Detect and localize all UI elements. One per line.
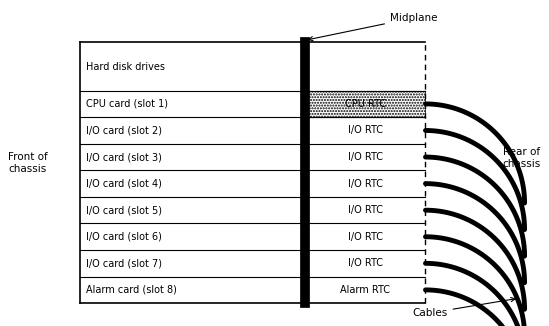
Text: I/O card (slot 7): I/O card (slot 7) — [86, 258, 161, 268]
Text: I/O card (slot 5): I/O card (slot 5) — [86, 205, 161, 215]
Text: I/O RTC: I/O RTC — [348, 152, 383, 162]
Text: I/O card (slot 3): I/O card (slot 3) — [86, 152, 161, 162]
Text: I/O RTC: I/O RTC — [348, 232, 383, 242]
Text: I/O card (slot 6): I/O card (slot 6) — [86, 232, 161, 242]
Text: Front of
chassis: Front of chassis — [8, 152, 48, 173]
Text: I/O RTC: I/O RTC — [348, 179, 383, 189]
Text: I/O card (slot 4): I/O card (slot 4) — [86, 179, 161, 189]
Text: CPU card (slot 1): CPU card (slot 1) — [86, 99, 167, 109]
Text: CPU RTC: CPU RTC — [345, 99, 385, 109]
Text: Alarm card (slot 8): Alarm card (slot 8) — [86, 285, 176, 295]
Text: Hard disk drives: Hard disk drives — [86, 62, 165, 71]
Text: I/O RTC: I/O RTC — [348, 258, 383, 268]
Text: Cables: Cables — [412, 297, 515, 318]
Text: I/O card (slot 2): I/O card (slot 2) — [86, 126, 161, 136]
Text: Alarm RTC: Alarm RTC — [340, 285, 390, 295]
Bar — [308, 91, 425, 117]
Text: I/O RTC: I/O RTC — [348, 205, 383, 215]
Text: Rear of
chassis: Rear of chassis — [503, 147, 541, 169]
Text: Midplane: Midplane — [309, 13, 438, 41]
Text: I/O RTC: I/O RTC — [348, 126, 383, 136]
